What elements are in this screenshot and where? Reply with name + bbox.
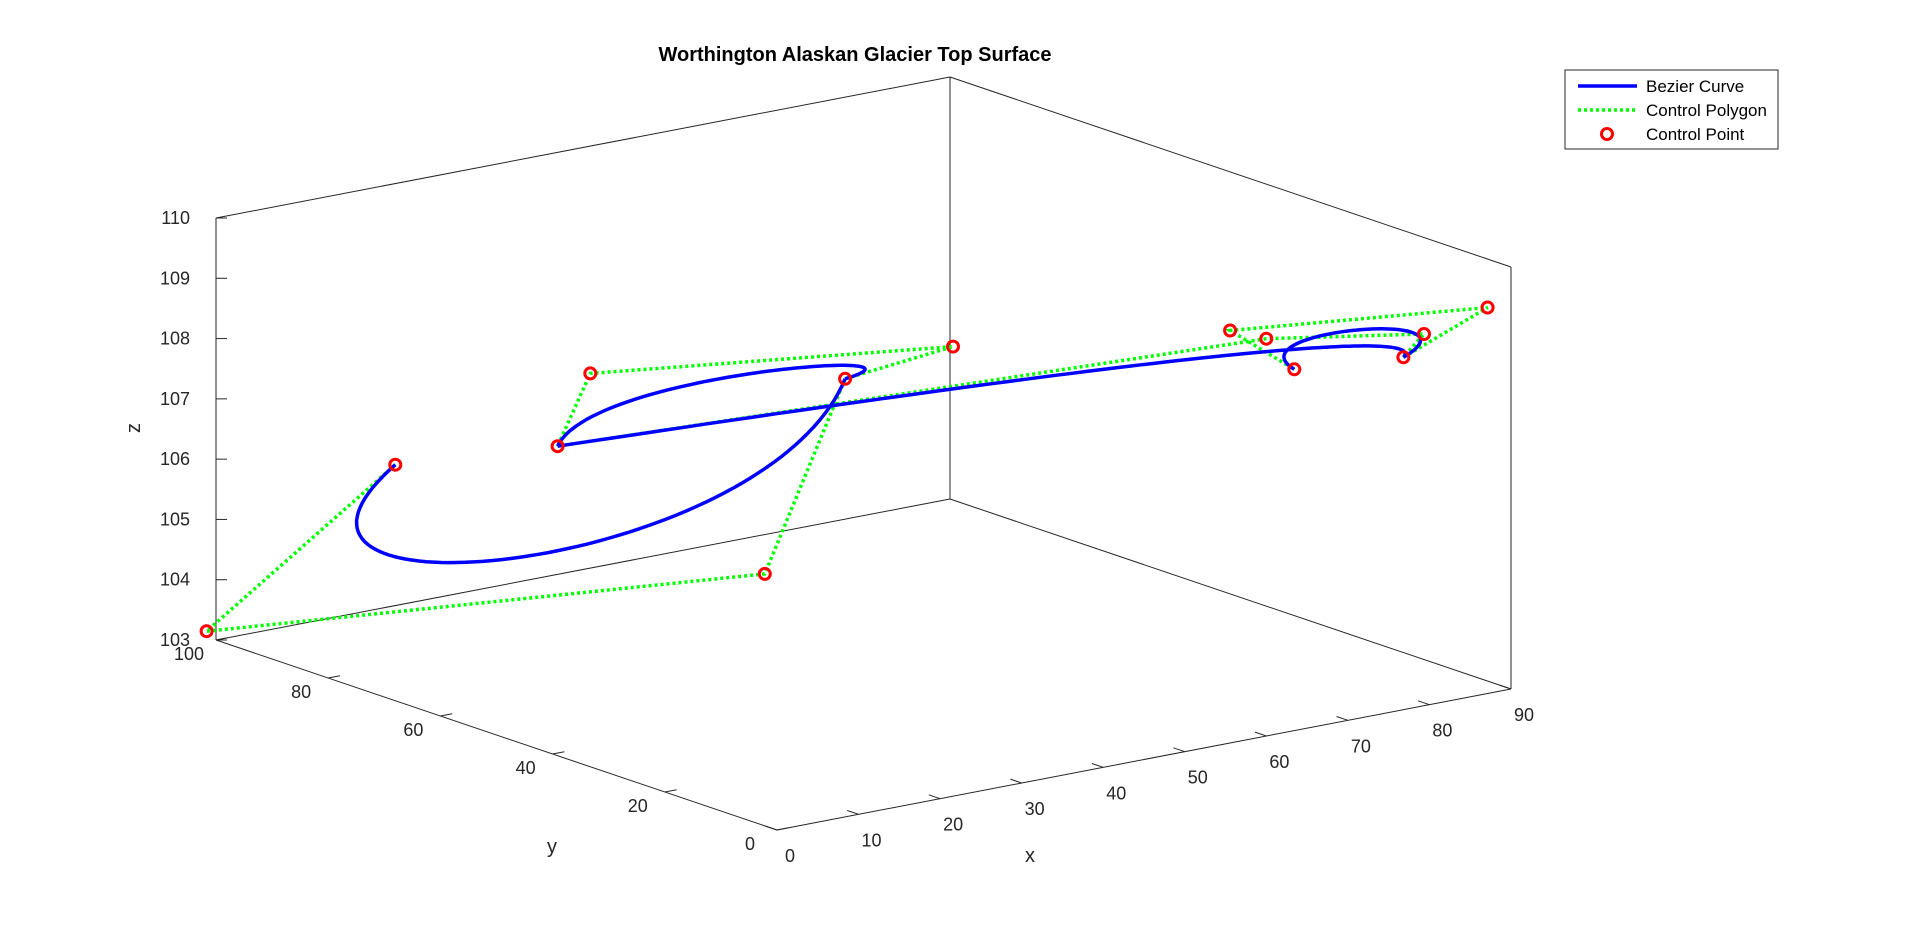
x-tick xyxy=(1010,778,1022,784)
y-tick xyxy=(664,789,677,793)
control-polygon xyxy=(556,344,954,447)
axis-line-x xyxy=(776,688,1512,831)
box-edge-right-floor xyxy=(949,498,1512,690)
legend-item-point: Control Point xyxy=(1600,125,1745,144)
control-point xyxy=(757,566,772,581)
x-tick-label: 90 xyxy=(1514,705,1534,725)
x-tick xyxy=(1499,684,1512,690)
bezier-curve xyxy=(557,344,1407,448)
y-axis-label: y xyxy=(547,836,557,858)
control-polygon xyxy=(557,332,1428,448)
x-tick xyxy=(1417,700,1430,706)
bezier-curve xyxy=(556,363,867,448)
y-tick-label: 60 xyxy=(403,720,423,740)
control-point xyxy=(1259,331,1274,346)
legend-label-point: Control Point xyxy=(1646,125,1745,144)
control-point xyxy=(1480,300,1495,315)
x-tick xyxy=(928,794,941,800)
control-point xyxy=(838,371,853,386)
control-polygon xyxy=(201,378,847,634)
box-edge-right-top xyxy=(949,76,1512,268)
y-tick-label: 100 xyxy=(174,644,204,664)
z-tick-label: 105 xyxy=(160,509,190,529)
y-tick xyxy=(328,675,341,679)
control-point xyxy=(199,624,214,639)
y-tick-label: 40 xyxy=(516,758,536,778)
control-point xyxy=(583,366,598,381)
control-point xyxy=(1287,362,1302,377)
y-tick xyxy=(440,713,453,717)
box-edge-back-top xyxy=(215,76,951,219)
control-point xyxy=(1396,350,1411,365)
x-tick-label: 30 xyxy=(1025,799,1045,819)
x-tick xyxy=(847,810,859,815)
z-tick-label: 103 xyxy=(160,630,190,650)
z-tick-label: 110 xyxy=(161,208,190,228)
y-tick xyxy=(776,827,789,831)
z-tick-label: 104 xyxy=(160,570,190,590)
z-axis-label: z xyxy=(123,423,145,433)
x-tick-label: 60 xyxy=(1269,752,1289,772)
control-point xyxy=(388,457,403,472)
plot-area xyxy=(199,300,1495,639)
control-point xyxy=(550,439,565,454)
z-tick-label: 107 xyxy=(160,389,190,409)
tick-marks xyxy=(215,217,1512,831)
x-tick-label: 10 xyxy=(862,830,882,850)
control-point xyxy=(1417,327,1431,341)
x-tick-label: 40 xyxy=(1106,783,1126,803)
x-tick-label: 70 xyxy=(1351,736,1371,756)
x-tick-label: 80 xyxy=(1432,721,1452,741)
x-tick xyxy=(1336,716,1349,721)
chart-title: Worthington Alaskan Glacier Top Surface xyxy=(658,44,1051,66)
z-tick-label: 106 xyxy=(160,449,190,469)
x-tick xyxy=(1254,731,1267,737)
x-tick xyxy=(1173,747,1185,753)
legend-item-polygon: Control Polygon xyxy=(1578,101,1767,120)
legend-label-polygon: Control Polygon xyxy=(1646,101,1767,120)
legend-item-curve: Bezier Curve xyxy=(1578,77,1744,96)
z-tick-label: 109 xyxy=(160,268,190,288)
bezier-curve xyxy=(354,378,847,565)
axis-line-y xyxy=(215,639,778,831)
x-tick-label: 0 xyxy=(785,846,795,866)
x-tick xyxy=(1091,763,1104,768)
legend: Bezier Curve Control Polygon Control Poi… xyxy=(1564,69,1779,150)
x-axis-label: x xyxy=(1025,845,1035,867)
control-polygon xyxy=(1224,305,1489,371)
x-tick-label: 50 xyxy=(1188,768,1208,788)
y-tick-label: 0 xyxy=(745,834,755,854)
legend-point-marker xyxy=(1600,127,1614,141)
control-point xyxy=(946,339,960,354)
x-tick-label: 20 xyxy=(943,815,963,835)
legend-label-curve: Bezier Curve xyxy=(1646,77,1744,96)
x-tick xyxy=(765,825,778,831)
y-tick xyxy=(552,751,565,755)
control-point xyxy=(1223,323,1238,338)
y-tick-label: 20 xyxy=(628,796,648,816)
z-tick-label: 108 xyxy=(160,329,190,349)
y-tick-label: 80 xyxy=(291,682,311,702)
